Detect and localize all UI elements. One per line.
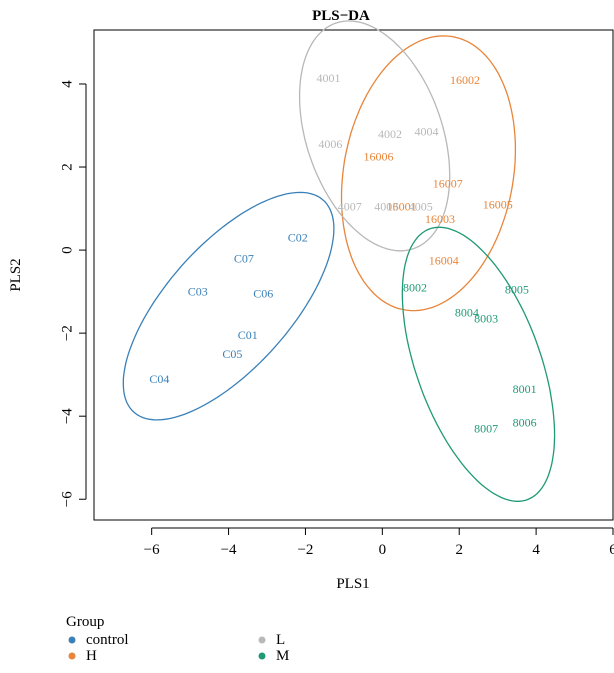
point-8004: 8004 (455, 305, 479, 319)
point-C05: C05 (222, 347, 242, 361)
point-8005: 8005 (505, 283, 529, 297)
ellipse-control (122, 191, 335, 421)
point-8003: 8003 (474, 312, 498, 326)
point-C01: C01 (238, 328, 258, 342)
point-16004: 16004 (429, 254, 459, 268)
x-tick-label: 2 (455, 542, 463, 558)
point-C07: C07 (234, 251, 254, 265)
ellipse-l (298, 20, 451, 252)
point-8001: 8001 (513, 382, 537, 396)
y-axis-title: PLS2 (8, 258, 24, 291)
point-labels: C02 C07 C03 C06 C01 C05 C04 16002 16006 16007 1600… (149, 71, 536, 436)
x-tick-label: −4 (221, 542, 237, 558)
x-tick-label: −2 (297, 542, 313, 558)
x-tick-label: 4 (532, 542, 540, 558)
point-16001: 16001 (387, 200, 417, 214)
legend-item-control: control (68, 632, 129, 648)
legend-label: L (276, 632, 285, 648)
point-4003: 4003 (374, 200, 398, 214)
legend-marker (68, 652, 76, 660)
y-tick-label: 2 (59, 163, 75, 171)
legend-item-m: M (258, 648, 289, 664)
point-8006: 8006 (513, 415, 537, 429)
point-4006: 4006 (318, 137, 342, 151)
x-axis: −6 −4 −2 0 2 4 6 (144, 527, 614, 558)
legend-marker (258, 652, 266, 660)
ellipse-h (340, 35, 517, 312)
legend-label: control (86, 632, 129, 648)
confidence-ellipses (122, 20, 556, 502)
point-4001: 4001 (317, 71, 341, 85)
point-4005: 4005 (409, 200, 433, 214)
y-tick-label: −4 (59, 408, 75, 424)
legend-label: M (276, 648, 289, 664)
point-16007: 16007 (433, 177, 463, 191)
y-tick-label: −2 (59, 325, 75, 341)
plot-frame (93, 29, 614, 521)
point-16003: 16003 (425, 212, 455, 226)
point-4004: 4004 (415, 125, 439, 139)
legend-marker (258, 636, 266, 644)
legend-marker (68, 636, 76, 644)
x-axis-title: PLS1 (336, 576, 369, 592)
point-16002: 16002 (450, 73, 480, 87)
point-16006: 16006 (364, 150, 394, 164)
y-tick-label: −6 (59, 491, 75, 507)
point-4002: 4002 (378, 127, 402, 141)
x-tick-label: 0 (379, 542, 387, 558)
y-tick-label: 0 (59, 246, 75, 254)
x-tick-label: −6 (144, 542, 160, 558)
y-tick-label: 4 (59, 80, 75, 88)
point-4007: 4007 (338, 200, 362, 214)
point-8002: 8002 (403, 281, 427, 295)
legend-item-l: L (258, 632, 285, 648)
point-8007: 8007 (474, 422, 498, 436)
point-C03: C03 (188, 285, 208, 299)
chart-title: PLS−DA (312, 8, 370, 24)
point-16005: 16005 (483, 197, 513, 211)
legend-label: H (86, 648, 97, 664)
ellipse-m (401, 226, 556, 502)
point-C04: C04 (149, 372, 169, 386)
x-tick-label: 6 (609, 542, 614, 558)
y-axis: −6 −4 −2 0 2 4 (59, 80, 87, 507)
legend-item-h: H (68, 648, 97, 664)
legend-title: Group (66, 614, 104, 630)
point-C02: C02 (288, 231, 308, 245)
point-C06: C06 (253, 287, 273, 301)
